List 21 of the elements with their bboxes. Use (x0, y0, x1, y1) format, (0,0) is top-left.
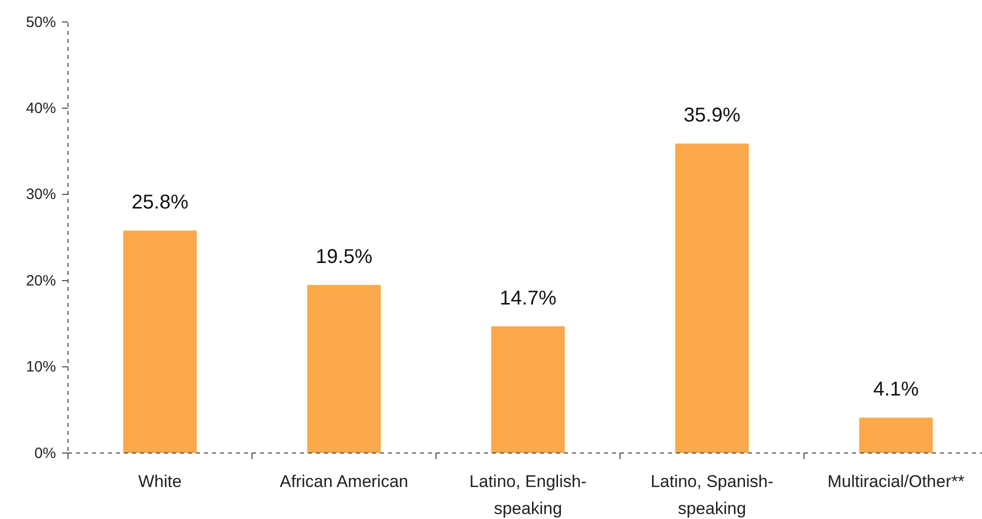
x-tick-label: African American (280, 472, 408, 491)
data-label: 25.8% (132, 192, 189, 214)
bar (307, 284, 381, 453)
bar (675, 144, 749, 453)
y-tick-label: 40% (26, 100, 56, 117)
data-label: 14.7% (500, 287, 557, 310)
data-label: 19.5% (316, 246, 373, 268)
y-tick-label: 10% (26, 358, 56, 376)
y-tick-label: 30% (26, 186, 56, 204)
y-tick-label: 0% (34, 444, 56, 462)
y-tick-label: 20% (26, 272, 56, 290)
data-label: 4.1% (873, 378, 920, 401)
bar (859, 418, 933, 453)
x-tick-label: Multiracial/Other** (828, 472, 965, 491)
y-tick-label: 50% (26, 14, 56, 31)
x-tick-label: Latino, Spanish-speaking (650, 472, 774, 518)
x-tick-label: White (138, 472, 182, 491)
bar (123, 230, 197, 453)
x-tick-label: Latino, English-speaking (469, 472, 587, 518)
data-label: 35.9% (684, 104, 741, 127)
bar (491, 326, 565, 453)
